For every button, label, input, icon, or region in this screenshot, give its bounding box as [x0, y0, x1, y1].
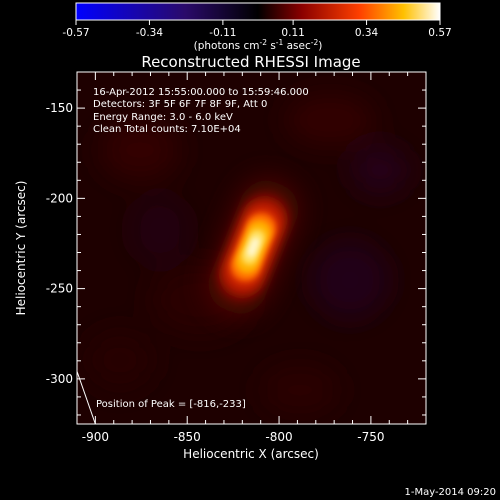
chart-title: Reconstructed RHESSI Image	[141, 53, 360, 71]
footer-date: 1-May-2014 09:20	[404, 487, 496, 498]
colorbar-tick-label: -0.11	[209, 27, 236, 39]
colorbar-unit-label: (photons cm-2 s-1 asec-2)	[194, 38, 323, 52]
colorbar-tick-label: -0.57	[62, 27, 89, 39]
plot-area	[77, 72, 426, 424]
annotation-detectors: Detectors: 3F 5F 6F 7F 8F 9F, Att 0	[93, 99, 267, 110]
colorbar-tick-label: 0.11	[281, 27, 304, 39]
background-mottle	[85, 95, 410, 415]
hxr-source	[208, 180, 299, 314]
colorbar-gradient	[75, 2, 441, 21]
x-axis: -900 -850 -800 -750	[82, 72, 409, 444]
y-tick-label: -150	[46, 101, 73, 115]
plot-frame	[76, 71, 427, 425]
x-tick-label: -800	[265, 430, 292, 444]
annotation-time: 16-Apr-2012 15:55:00.000 to 15:59:46.000	[93, 87, 309, 98]
x-tick-label: -750	[357, 430, 384, 444]
annotation-clean: Clean Total counts: 7.10E+04	[93, 124, 241, 135]
y-tick-label: -200	[46, 191, 73, 205]
image-annotations: 16-Apr-2012 15:55:00.000 to 15:59:46.000…	[93, 87, 309, 410]
x-tick-label: -850	[174, 430, 201, 444]
x-tick-label: -900	[82, 430, 109, 444]
colorbar-tick-label: -0.34	[136, 27, 163, 39]
colorbar-tick-label: 0.57	[428, 27, 451, 39]
colorbar-tick-label: 0.34	[355, 27, 379, 39]
x-axis-label: Heliocentric X (arcsec)	[183, 447, 319, 461]
y-axis-label: Heliocentric Y (arcsec)	[14, 181, 28, 316]
y-tick-label: -300	[46, 372, 73, 386]
annotation-energy: Energy Range: 3.0 - 6.0 keV	[93, 112, 233, 123]
source-contour	[246, 237, 260, 257]
y-axis: -300 -250 -200 -150	[46, 71, 426, 416]
annotation-peak: Position of Peak = [-816,-233]	[96, 399, 246, 410]
colorbar: -0.57 -0.34 -0.11 0.11 0.34 0.57 (photons cm-…	[62, 2, 452, 52]
y-tick-label: -250	[46, 282, 73, 296]
